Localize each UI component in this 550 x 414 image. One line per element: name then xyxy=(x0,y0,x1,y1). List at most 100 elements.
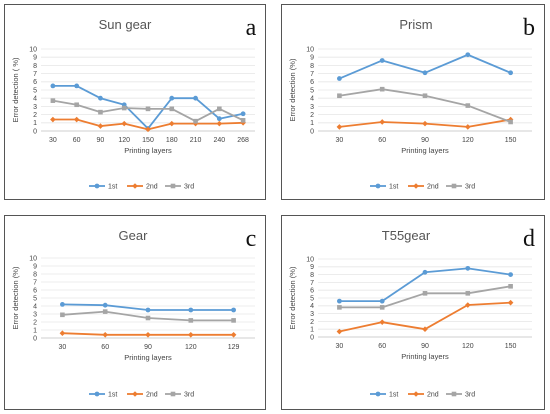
legend-label: 2nd xyxy=(146,392,158,399)
y-tick-label: 5 xyxy=(33,295,37,302)
data-point-1st xyxy=(422,269,428,275)
x-axis-label: Printing layers xyxy=(124,146,172,155)
data-point-3rd xyxy=(193,118,198,124)
x-axis-label: Printing layers xyxy=(401,146,449,155)
y-tick-label: 1 xyxy=(33,120,37,127)
legend-marker xyxy=(132,183,138,189)
data-point-3rd xyxy=(508,119,513,125)
x-tick-label: 120 xyxy=(462,343,474,350)
legend-label: 3rd xyxy=(184,392,194,399)
x-tick-label: 30 xyxy=(49,137,57,144)
legend-label: 3rd xyxy=(465,184,475,191)
y-tick-label: 8 xyxy=(310,272,314,279)
legend-label: 1st xyxy=(108,184,117,191)
y-tick-label: 0 xyxy=(33,335,37,342)
y-tick-label: 10 xyxy=(306,256,314,263)
x-tick-label: 30 xyxy=(59,344,67,351)
legend-label: 2nd xyxy=(427,392,439,399)
legend-marker xyxy=(132,391,138,397)
x-tick-label: 60 xyxy=(73,137,81,144)
y-tick-label: 10 xyxy=(306,46,314,53)
x-tick-label: 120 xyxy=(118,137,130,144)
x-tick-label: 180 xyxy=(166,137,178,144)
y-tick-label: 2 xyxy=(33,112,37,119)
data-point-1st xyxy=(231,307,237,313)
data-point-1st xyxy=(98,95,103,101)
y-axis-label: Error detection (%) xyxy=(11,266,20,329)
y-tick-label: 9 xyxy=(33,263,37,270)
data-point-3rd xyxy=(240,118,246,123)
data-point-1st xyxy=(188,307,194,313)
y-tick-label: 8 xyxy=(310,63,314,70)
chart-title: T55gear xyxy=(382,228,431,243)
data-point-3rd xyxy=(422,93,428,99)
data-point-2nd xyxy=(145,332,151,338)
y-tick-label: 3 xyxy=(310,104,314,111)
data-point-2nd xyxy=(507,116,514,123)
legend-label: 2nd xyxy=(427,184,439,191)
legend-marker xyxy=(375,391,381,397)
data-point-2nd xyxy=(102,332,108,338)
data-point-2nd xyxy=(379,319,385,325)
data-point-3rd xyxy=(60,312,65,318)
data-point-1st xyxy=(508,272,513,277)
legend-marker xyxy=(170,183,176,189)
y-axis-label: Error detection (%) xyxy=(288,266,297,329)
data-point-3rd xyxy=(465,103,471,108)
y-tick-label: 4 xyxy=(310,303,314,310)
data-point-1st xyxy=(216,116,222,122)
x-tick-label: 30 xyxy=(336,137,344,144)
data-point-2nd xyxy=(188,332,194,338)
panel-a: Sun gear a 0 1 2 3 4 5 6 7 8 9 10 30 60 90 120 150 180 210 2… xyxy=(4,4,266,200)
y-tick-label: 2 xyxy=(310,319,314,326)
data-point-1st xyxy=(379,298,385,304)
data-point-1st xyxy=(465,52,471,58)
data-point-2nd xyxy=(507,299,514,306)
legend-marker xyxy=(170,391,176,397)
data-point-3rd xyxy=(74,102,79,108)
y-tick-label: 7 xyxy=(33,71,37,78)
data-point-2nd xyxy=(465,124,471,130)
data-point-1st xyxy=(145,307,151,313)
x-tick-label: 129 xyxy=(228,344,240,351)
data-point-2nd xyxy=(422,120,428,127)
data-point-3rd xyxy=(508,284,513,289)
x-tick-label: 120 xyxy=(185,344,197,351)
data-point-3rd xyxy=(231,318,236,323)
data-point-3rd xyxy=(145,315,151,321)
y-tick-label: 4 xyxy=(33,303,37,310)
data-point-2nd xyxy=(465,302,471,308)
x-tick-label: 150 xyxy=(505,343,517,350)
y-tick-label: 7 xyxy=(33,279,37,286)
data-point-1st xyxy=(50,83,56,89)
data-point-1st xyxy=(60,302,65,307)
x-tick-label: 60 xyxy=(378,343,386,350)
y-tick-label: 3 xyxy=(310,311,314,318)
legend-label: 3rd xyxy=(184,184,194,191)
y-tick-label: 9 xyxy=(310,55,314,62)
legend-marker xyxy=(94,391,100,397)
data-point-3rd xyxy=(422,291,428,296)
legend-marker xyxy=(94,183,100,189)
x-axis-label: Printing layers xyxy=(401,352,449,361)
y-tick-label: 3 xyxy=(33,311,37,318)
chart-title: Sun gear xyxy=(99,17,152,32)
data-point-3rd xyxy=(337,93,342,99)
data-point-3rd xyxy=(188,318,194,323)
chart-title: Prism xyxy=(399,17,432,32)
legend-label: 1st xyxy=(389,392,398,399)
data-point-3rd xyxy=(121,105,127,111)
data-point-3rd xyxy=(50,98,56,103)
x-axis-label: Printing layers xyxy=(124,353,172,362)
data-point-2nd xyxy=(216,120,223,127)
data-point-1st xyxy=(379,58,385,63)
data-point-3rd xyxy=(465,291,471,296)
y-tick-label: 2 xyxy=(33,319,37,326)
panel-b: Prism b 0 1 2 3 4 5 6 7 8 9 10 30 60 90 120 150 Printing l… xyxy=(281,4,545,200)
x-tick-label: 30 xyxy=(336,343,344,350)
legend-marker xyxy=(451,391,457,397)
data-point-3rd xyxy=(217,106,222,112)
